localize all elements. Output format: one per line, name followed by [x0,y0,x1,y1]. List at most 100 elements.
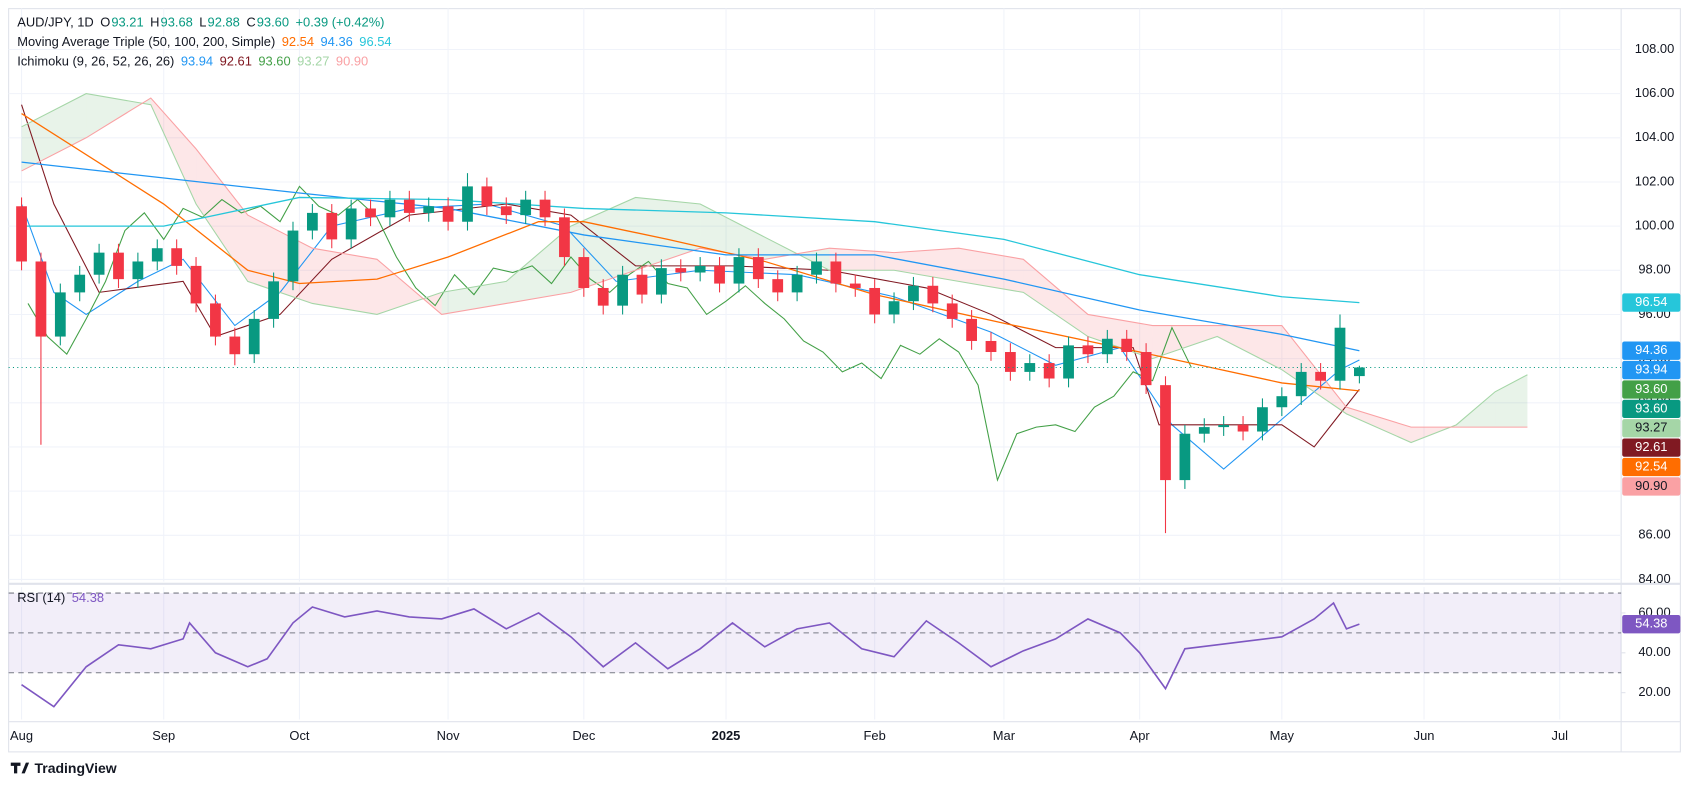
candle-body [306,212,318,231]
candle-body [1276,396,1288,408]
rsi-value: 54.38 [72,590,104,605]
price-badge-label: 93.94 [1635,361,1667,376]
ma-value: 92.54 [282,35,314,50]
candle-body [210,303,221,337]
price-badge [1622,360,1681,380]
price-badges: 54.38 96.54 94.36 93.94 93.60 93.60 93.27 92.61… [1622,293,1681,634]
y-tick-label: 106.00 [1635,85,1674,100]
price-badge-label: 96.54 [1635,294,1667,309]
candle-body [462,186,473,222]
cloud-segment [21,93,87,171]
ichimoku-value: 92.61 [220,54,252,69]
ma-label: Moving Average Triple (50, 100, 200, Sim… [17,35,275,50]
moving-average [21,196,1360,304]
legend-line: AUD/JPY, 1D O93.21 H93.68 L92.88 C93.60 +0.39… [17,15,384,30]
rsi-line [21,601,1360,708]
price-badge-label: 90.90 [1635,478,1667,493]
candle-body [559,217,570,258]
y-tick-label: 104.00 [1635,129,1674,144]
ohlc-value: 92.88 [208,15,240,30]
price-badge-label: 92.61 [1635,439,1667,454]
price-badge [1622,380,1681,399]
candles [8,173,1622,534]
candle-body [1179,433,1191,481]
candle-body [1218,424,1230,428]
cloud-segment [1281,325,1347,414]
cloud-segment [1346,407,1412,443]
candle-body [869,287,881,315]
candle-body [1315,371,1326,381]
legend: AUD/JPY, 1D O93.21 H93.68 L92.88 C93.60 +0.39… [17,15,391,605]
price-badge-label: 93.60 [1635,400,1667,415]
candle-body [830,261,842,284]
cloud-segment [1217,325,1282,370]
candle-body [54,292,66,337]
y-tick-label: 100.00 [1635,218,1674,233]
price-badge [1622,293,1681,312]
y-tick-label: 20.00 [1638,684,1670,699]
cloud-segment [1023,259,1088,337]
candle-body [1043,363,1055,379]
cloud-segment [635,197,701,271]
price-badge [1622,457,1681,477]
candle-body [791,274,803,293]
y-tick-label: 108.00 [1635,41,1674,56]
candle-body [1004,352,1016,372]
cloud-segment [506,226,571,304]
candle-body [675,268,687,273]
candle-body [617,274,628,306]
ohlc-label: O [100,15,110,30]
candle-body [578,257,590,288]
candle-body [287,230,299,282]
candle-body [229,336,241,355]
price-badge-label: 93.60 [1635,381,1667,396]
candle-body [384,199,396,218]
x-tick-label: Sep [152,728,175,743]
candle-body [539,199,551,218]
candle-body [1101,338,1113,355]
cloud-segment [958,248,1024,293]
candle-body [1082,345,1094,355]
candle-body [500,206,512,216]
candle-body [113,252,124,280]
candle-body [597,287,609,306]
candle-body [481,186,493,207]
candle-body [966,318,977,341]
cloud-segment [150,98,197,205]
candle-body [93,252,105,275]
ichimoku-label: Ichimoku (9, 26, 52, 26, 26) [17,54,174,69]
ohlc-label: C [246,15,255,30]
x-tick-label: 2025 [712,728,741,743]
candle-body [1354,367,1365,377]
logo-mark [10,762,30,774]
candle-body [248,318,260,355]
brand-logo: TradingView [10,760,117,776]
ichimoku-line [27,185,1192,482]
candle-body [423,206,435,213]
candle-body [35,261,47,337]
legend-line: Ichimoku (9, 26, 52, 26, 26) 93.94 92.61 93… [17,54,368,69]
moving-average [21,112,1360,392]
candle-body [1063,345,1074,379]
price-badge [1622,399,1681,419]
candle-body [1334,327,1346,381]
x-tick-label: Aug [10,728,33,743]
cloud-segment [1152,325,1218,359]
x-tick-label: Dec [572,728,595,743]
candle-body [520,199,532,216]
rsi-pane [8,592,1622,708]
ichimoku-value: 93.60 [258,54,290,69]
candle-body [132,261,144,280]
ma-value: 94.36 [321,35,353,50]
candle-body [772,279,784,293]
candle-body [927,285,939,304]
candle-body [442,206,454,222]
ohlc-label: L [199,15,206,30]
candle-body [74,274,86,293]
y-tick-label: 86.00 [1638,527,1670,542]
legend-line: Moving Average Triple (50, 100, 200, Sim… [17,35,391,50]
candle-body [190,265,202,304]
candle-body [908,285,919,302]
